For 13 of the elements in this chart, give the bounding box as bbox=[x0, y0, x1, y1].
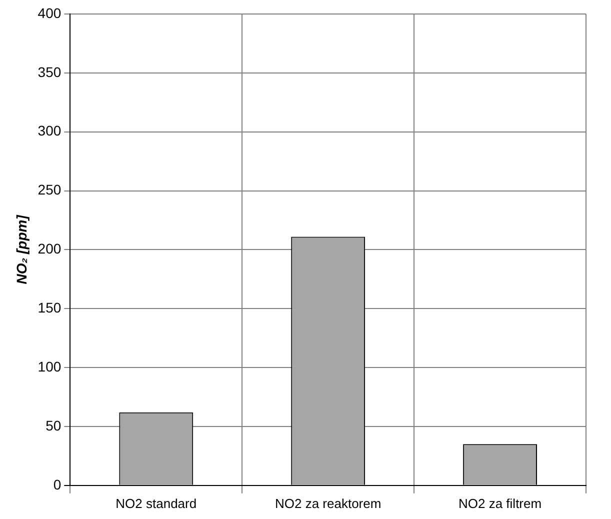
y-tick-label: 0 bbox=[53, 476, 62, 492]
y-tick-label: 400 bbox=[38, 4, 62, 21]
y-tick-label: 50 bbox=[46, 417, 62, 434]
y-tick-label: 150 bbox=[38, 299, 62, 316]
x-tick-label: NO2 za reaktorem bbox=[274, 496, 382, 511]
y-tick-label: 300 bbox=[38, 122, 62, 139]
x-tick-label: NO2 za filtrem bbox=[458, 496, 542, 511]
y-tick-label: 100 bbox=[38, 358, 62, 374]
y-tick-label: 350 bbox=[38, 64, 62, 80]
y-axis-title: NO₂ [ppm] bbox=[13, 214, 30, 284]
y-tick-label: 200 bbox=[38, 240, 62, 257]
x-tick-label: NO2 standard bbox=[116, 496, 197, 511]
y-tick-label: 250 bbox=[38, 182, 62, 198]
